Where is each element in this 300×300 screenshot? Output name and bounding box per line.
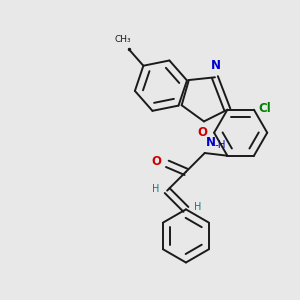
Text: Cl: Cl [259,102,272,115]
Text: H: H [152,184,159,194]
Text: H: H [194,202,201,212]
Text: N: N [211,59,220,72]
Text: -H: -H [215,140,226,150]
Text: O: O [152,155,162,168]
Text: O: O [197,126,207,140]
Text: N: N [206,136,216,149]
Text: CH₃: CH₃ [114,35,131,44]
